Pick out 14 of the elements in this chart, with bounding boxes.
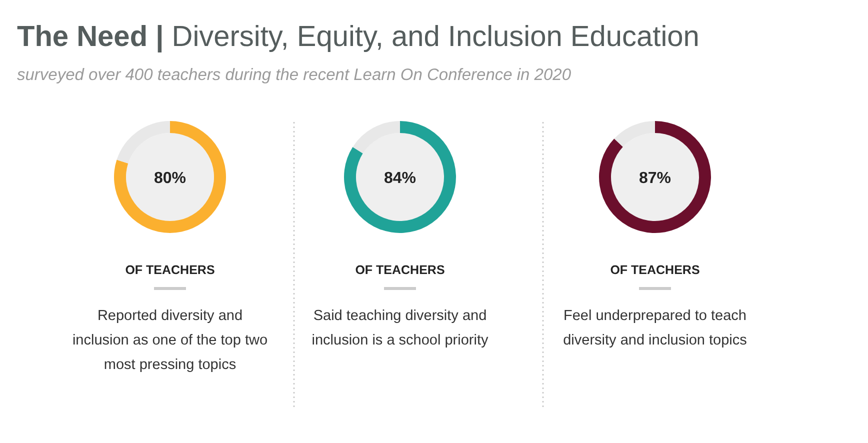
text: Feel underprepared to teach diversity and inclusion topics — [563, 308, 747, 348]
data-label: 80% — [154, 170, 186, 187]
text: The Need | Diversity, Equity, and Inclusion Education — [17, 21, 700, 53]
data-label: 84% — [384, 170, 416, 187]
text: OF TEACHERS — [610, 263, 700, 277]
text: surveyed over 400 teachers during the recent Learn On Conference in 2020 — [17, 66, 572, 84]
donut-slice — [599, 121, 711, 233]
donut-slice — [114, 121, 226, 233]
data-label: 87% — [638, 170, 672, 187]
donut-slice — [344, 121, 456, 233]
text: Said teaching diversity and inclusion is a school priority — [312, 308, 489, 348]
text: Reported diversity and inclusion as one of the top two most pressing topics — [72, 308, 268, 373]
text: OF TEACHERS — [125, 263, 215, 277]
text: OF TEACHERS — [355, 263, 445, 277]
